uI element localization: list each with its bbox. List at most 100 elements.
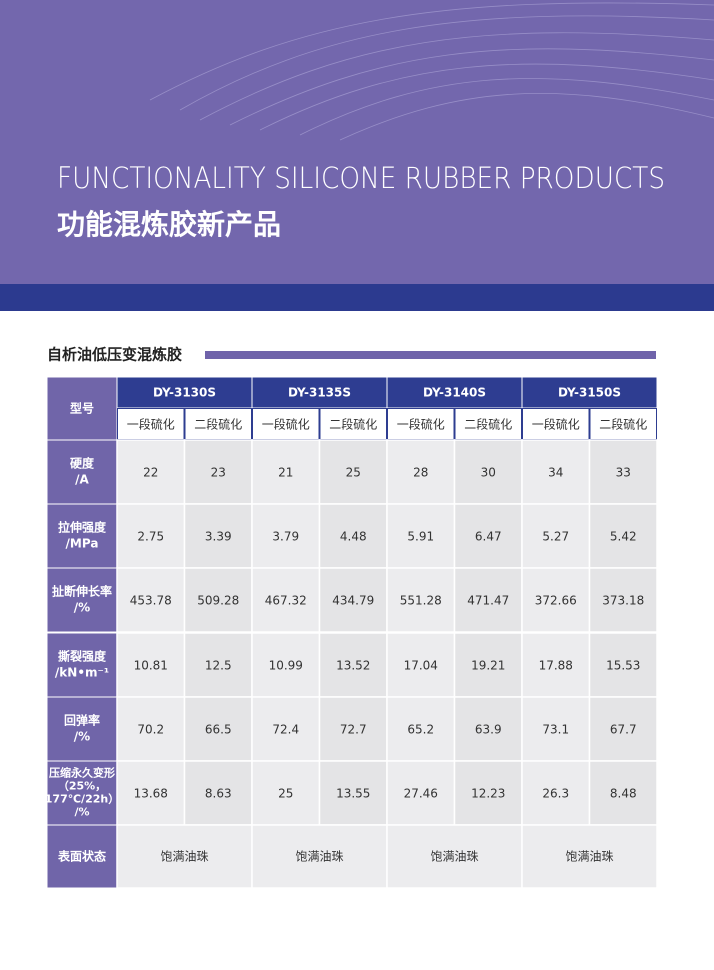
row-label: /% <box>74 601 90 615</box>
stage-label: 一段硫化 <box>397 417 445 432</box>
data-value: 27.46 <box>404 787 438 801</box>
data-value: 19.21 <box>471 659 505 673</box>
data-value: 33 <box>616 466 631 480</box>
header-band <box>0 0 714 284</box>
data-value: 5.91 <box>407 530 434 544</box>
data-value: 10.81 <box>134 659 168 673</box>
data-value: 17.88 <box>539 659 573 673</box>
surface-cell <box>116 824 253 889</box>
surface-cell <box>521 824 658 889</box>
header-stripe <box>0 284 714 311</box>
surface-cell <box>251 824 388 889</box>
data-value: 73.1 <box>542 723 569 737</box>
data-value: 21 <box>278 466 293 480</box>
data-value: 551.28 <box>400 594 442 608</box>
data-cell <box>251 760 321 826</box>
surface-value: 饱满油珠 <box>430 849 478 864</box>
data-value: 23 <box>211 466 226 480</box>
row-label-cell <box>46 760 118 826</box>
data-cell <box>183 632 253 698</box>
data-value: 10.99 <box>269 659 303 673</box>
surface-value: 饱满油珠 <box>160 849 208 864</box>
data-cell <box>116 567 186 633</box>
data-value: 434.79 <box>332 594 374 608</box>
data-cell <box>521 503 591 569</box>
surface-cell <box>386 824 523 889</box>
data-value: 67.7 <box>610 723 637 737</box>
data-cell <box>386 760 456 826</box>
stage-cell <box>117 408 185 440</box>
stage-label: 一段硫化 <box>262 417 310 432</box>
data-cell <box>588 760 658 826</box>
data-cell <box>183 760 253 826</box>
data-cell <box>521 567 591 633</box>
row-label: （25%， <box>58 780 106 793</box>
data-value: 25 <box>346 466 361 480</box>
stage-cell <box>454 408 522 440</box>
data-cell <box>453 696 523 762</box>
row-label-cell <box>46 567 118 633</box>
row-label: 表面状态 <box>57 849 106 864</box>
stage-cell <box>387 408 455 440</box>
data-cell <box>521 760 591 826</box>
row-label: /A <box>75 473 89 487</box>
data-value: 66.5 <box>205 723 232 737</box>
row-label: /% <box>74 806 89 819</box>
model-label: DY-3150S <box>558 386 621 400</box>
data-value: 6.47 <box>475 530 502 544</box>
row-label-cell <box>46 632 118 698</box>
data-cell <box>318 632 388 698</box>
data-value: 12.23 <box>471 787 505 801</box>
data-cell <box>251 567 321 633</box>
data-value: 25 <box>278 787 293 801</box>
row-label-cell <box>46 439 118 505</box>
data-value: 15.53 <box>606 659 640 673</box>
data-cell <box>453 632 523 698</box>
data-cell <box>116 632 186 698</box>
row-label: 扯断伸长率 <box>52 584 112 599</box>
row-label: 回弹率 <box>64 713 100 728</box>
data-value: 63.9 <box>475 723 502 737</box>
title-cn: 功能混炼胶新产品 <box>57 208 281 241</box>
row-label: 撕裂强度 <box>58 649 107 664</box>
stage-label: 二段硫化 <box>464 417 512 432</box>
data-cell <box>588 632 658 698</box>
data-value: 471.47 <box>467 594 509 608</box>
row-label: /kN•m⁻¹ <box>55 666 109 680</box>
data-value: 8.48 <box>610 787 637 801</box>
header-waves <box>149 2 714 141</box>
model-label: DY-3135S <box>288 386 351 400</box>
model-cell <box>386 376 523 409</box>
model-cell <box>116 376 253 409</box>
data-value: 453.78 <box>130 594 172 608</box>
data-value: 17.04 <box>404 659 438 673</box>
data-cell <box>588 503 658 569</box>
data-value: 12.5 <box>205 659 232 673</box>
row-label: /% <box>74 730 90 744</box>
data-cell <box>588 567 658 633</box>
data-value: 28 <box>413 466 428 480</box>
data-value: 65.2 <box>407 723 434 737</box>
surface-value: 饱满油珠 <box>565 849 613 864</box>
row-label: 177℃/22h） <box>45 793 119 806</box>
row-label: 硬度 <box>70 456 95 471</box>
stage-cell <box>184 408 252 440</box>
section-bar <box>205 351 656 359</box>
data-cell <box>386 567 456 633</box>
stage-cell <box>252 408 320 440</box>
data-cell <box>183 696 253 762</box>
stage-label: 二段硫化 <box>599 417 647 432</box>
row-label: 拉伸强度 <box>58 520 107 535</box>
data-value: 22 <box>143 466 158 480</box>
data-value: 5.42 <box>610 530 637 544</box>
data-cell <box>386 696 456 762</box>
data-value: 8.63 <box>205 787 232 801</box>
data-cell <box>521 439 591 505</box>
data-value: 3.39 <box>205 530 232 544</box>
data-value: 13.52 <box>336 659 370 673</box>
data-value: 467.32 <box>265 594 307 608</box>
data-value: 372.66 <box>535 594 577 608</box>
data-value: 4.48 <box>340 530 367 544</box>
model-label: DY-3140S <box>423 386 486 400</box>
